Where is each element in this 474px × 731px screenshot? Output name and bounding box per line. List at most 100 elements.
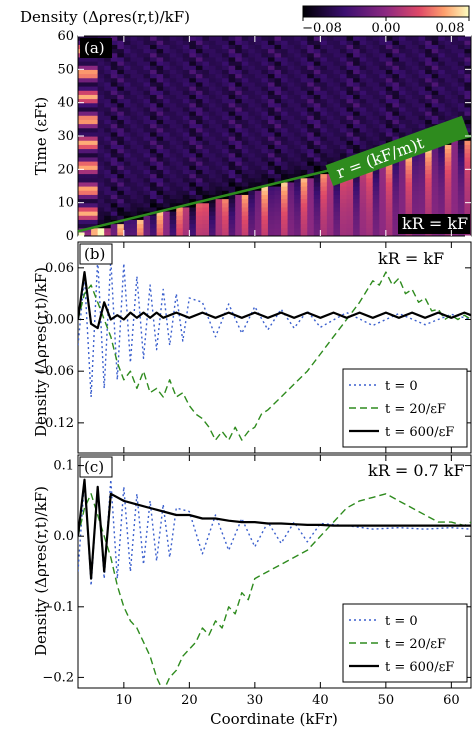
heatmap-cell	[457, 40, 466, 45]
heatmap-cell	[182, 69, 190, 75]
heatmap-cell	[123, 69, 131, 75]
heatmap-cell	[130, 102, 138, 108]
heatmap-cell	[418, 115, 426, 120]
heatmap-cell	[150, 215, 158, 220]
heatmap-cell	[78, 81, 86, 87]
heatmap-cell	[176, 198, 184, 204]
heatmap-cell	[398, 206, 407, 212]
heatmap-cell	[326, 161, 335, 166]
heatmap-cell	[398, 56, 407, 62]
heatmap-cell	[202, 161, 210, 166]
heatmap-cell	[366, 140, 374, 145]
heatmap-cell	[163, 56, 171, 62]
heatmap-cell	[438, 77, 446, 83]
panel-b: (b) kR = kF −0.12−0.060.000.06 t = 0t = …	[34, 241, 472, 454]
heatmap-cell	[307, 81, 315, 87]
heatmap-cell	[104, 219, 112, 225]
heatmap-cell	[91, 156, 99, 162]
heatmap-cell	[300, 165, 308, 170]
heatmap-cell	[372, 86, 380, 91]
heatmap-cell	[353, 206, 361, 212]
heatmap-cell	[326, 231, 335, 236]
heatmap-cell	[379, 94, 387, 100]
heatmap-cell	[235, 136, 243, 141]
colorbar-tick-label: −0.08	[302, 21, 342, 36]
heatmap-cell	[248, 111, 256, 116]
heatmap-cell	[457, 102, 466, 108]
heatmap-cell	[444, 90, 452, 95]
heatmap-cell	[136, 86, 145, 91]
heatmap-cell	[392, 161, 400, 166]
heatmap-cell	[209, 102, 217, 108]
heatmap-cell	[143, 123, 151, 129]
heatmap-cell	[307, 61, 315, 66]
heatmap-cell	[84, 65, 92, 70]
heatmap-cell	[412, 81, 420, 87]
heatmap-cell	[326, 181, 335, 187]
x-tick-label: 40	[312, 693, 329, 708]
heatmap-cell	[195, 69, 204, 75]
heatmap-cell	[123, 65, 131, 70]
heatmap-cell	[261, 123, 269, 129]
heatmap-cell	[163, 177, 171, 183]
heatmap-cell	[169, 140, 177, 145]
heatmap-cell	[130, 86, 138, 91]
heatmap-cell	[431, 98, 439, 104]
heatmap-cell	[143, 169, 151, 175]
heatmap-cell	[451, 181, 459, 187]
x-axis-label: Coordinate (kFr)	[210, 710, 338, 728]
heatmap-cell	[248, 61, 256, 66]
heatmap-cell	[91, 223, 99, 229]
heatmap-cell	[254, 131, 262, 137]
heatmap-cell	[163, 161, 171, 166]
heatmap-cell	[366, 127, 374, 133]
heatmap-cell	[300, 94, 308, 100]
heatmap-cell	[438, 165, 446, 170]
heatmap-cell	[294, 219, 302, 225]
heatmap-cell	[359, 77, 367, 83]
heatmap-cell	[392, 52, 400, 58]
heatmap-cell	[359, 227, 367, 233]
heatmap-cell	[307, 65, 315, 70]
heatmap-cell	[91, 215, 99, 220]
heatmap-cell	[254, 123, 262, 129]
heatmap-cell	[333, 61, 341, 66]
heatmap-cell	[97, 219, 105, 225]
heatmap-cell	[281, 73, 289, 79]
heatmap-cell	[398, 165, 407, 170]
heatmap-cell	[143, 219, 151, 225]
heatmap-cell	[359, 173, 367, 179]
heatmap-cell	[209, 98, 217, 104]
heatmap-cell	[110, 211, 118, 216]
heatmap-cell	[412, 102, 420, 108]
heatmap-cell	[130, 77, 138, 83]
heatmap-cell	[261, 102, 269, 108]
heatmap-cell	[150, 173, 158, 179]
heatmap-cell	[176, 173, 184, 179]
heatmap-cell	[117, 148, 125, 154]
heatmap-cell	[182, 152, 190, 158]
heatmap-cell	[333, 123, 341, 129]
heatmap-cell	[444, 148, 452, 154]
heatmap-cell	[385, 94, 393, 100]
heatmap-cell	[182, 48, 190, 54]
heatmap-cell	[136, 165, 145, 170]
heatmap-cell	[182, 211, 190, 216]
heatmap-cell	[379, 81, 387, 87]
heatmap-cell	[130, 177, 138, 183]
heatmap-cell	[340, 190, 348, 195]
heatmap-cell	[123, 165, 131, 170]
heatmap-cell	[340, 140, 348, 145]
heatmap-cell	[392, 56, 400, 62]
heatmap-cell	[150, 165, 158, 170]
heatmap-cell	[241, 61, 249, 66]
heatmap-cell	[150, 77, 158, 83]
heatmap-cell	[294, 194, 302, 200]
heatmap-cell	[300, 102, 308, 108]
heatmap-cell	[379, 102, 387, 108]
heatmap-cell	[464, 40, 471, 45]
heatmap-cell	[267, 136, 276, 141]
heatmap-cell	[431, 186, 439, 191]
heatmap-cell	[287, 161, 295, 166]
